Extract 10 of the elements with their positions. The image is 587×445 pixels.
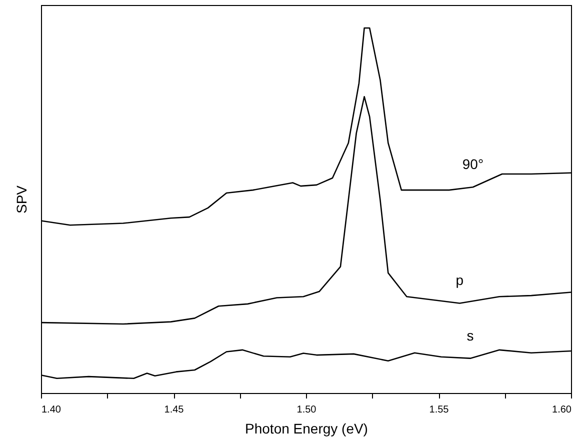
series-label: p — [456, 272, 464, 288]
x-tick-label: 1.45 — [164, 404, 184, 416]
x-tick-label: 1.50 — [296, 404, 317, 416]
series-label: s — [466, 327, 474, 344]
x-tick-label: 1.55 — [429, 404, 450, 416]
y-axis-title: SPV — [14, 184, 30, 214]
x-tick-label: 1.60 — [552, 404, 572, 416]
series-label: 90° — [462, 156, 484, 172]
x-tick-label: 1.40 — [42, 404, 62, 416]
x-axis-title: Photon Energy (eV) — [245, 420, 368, 436]
